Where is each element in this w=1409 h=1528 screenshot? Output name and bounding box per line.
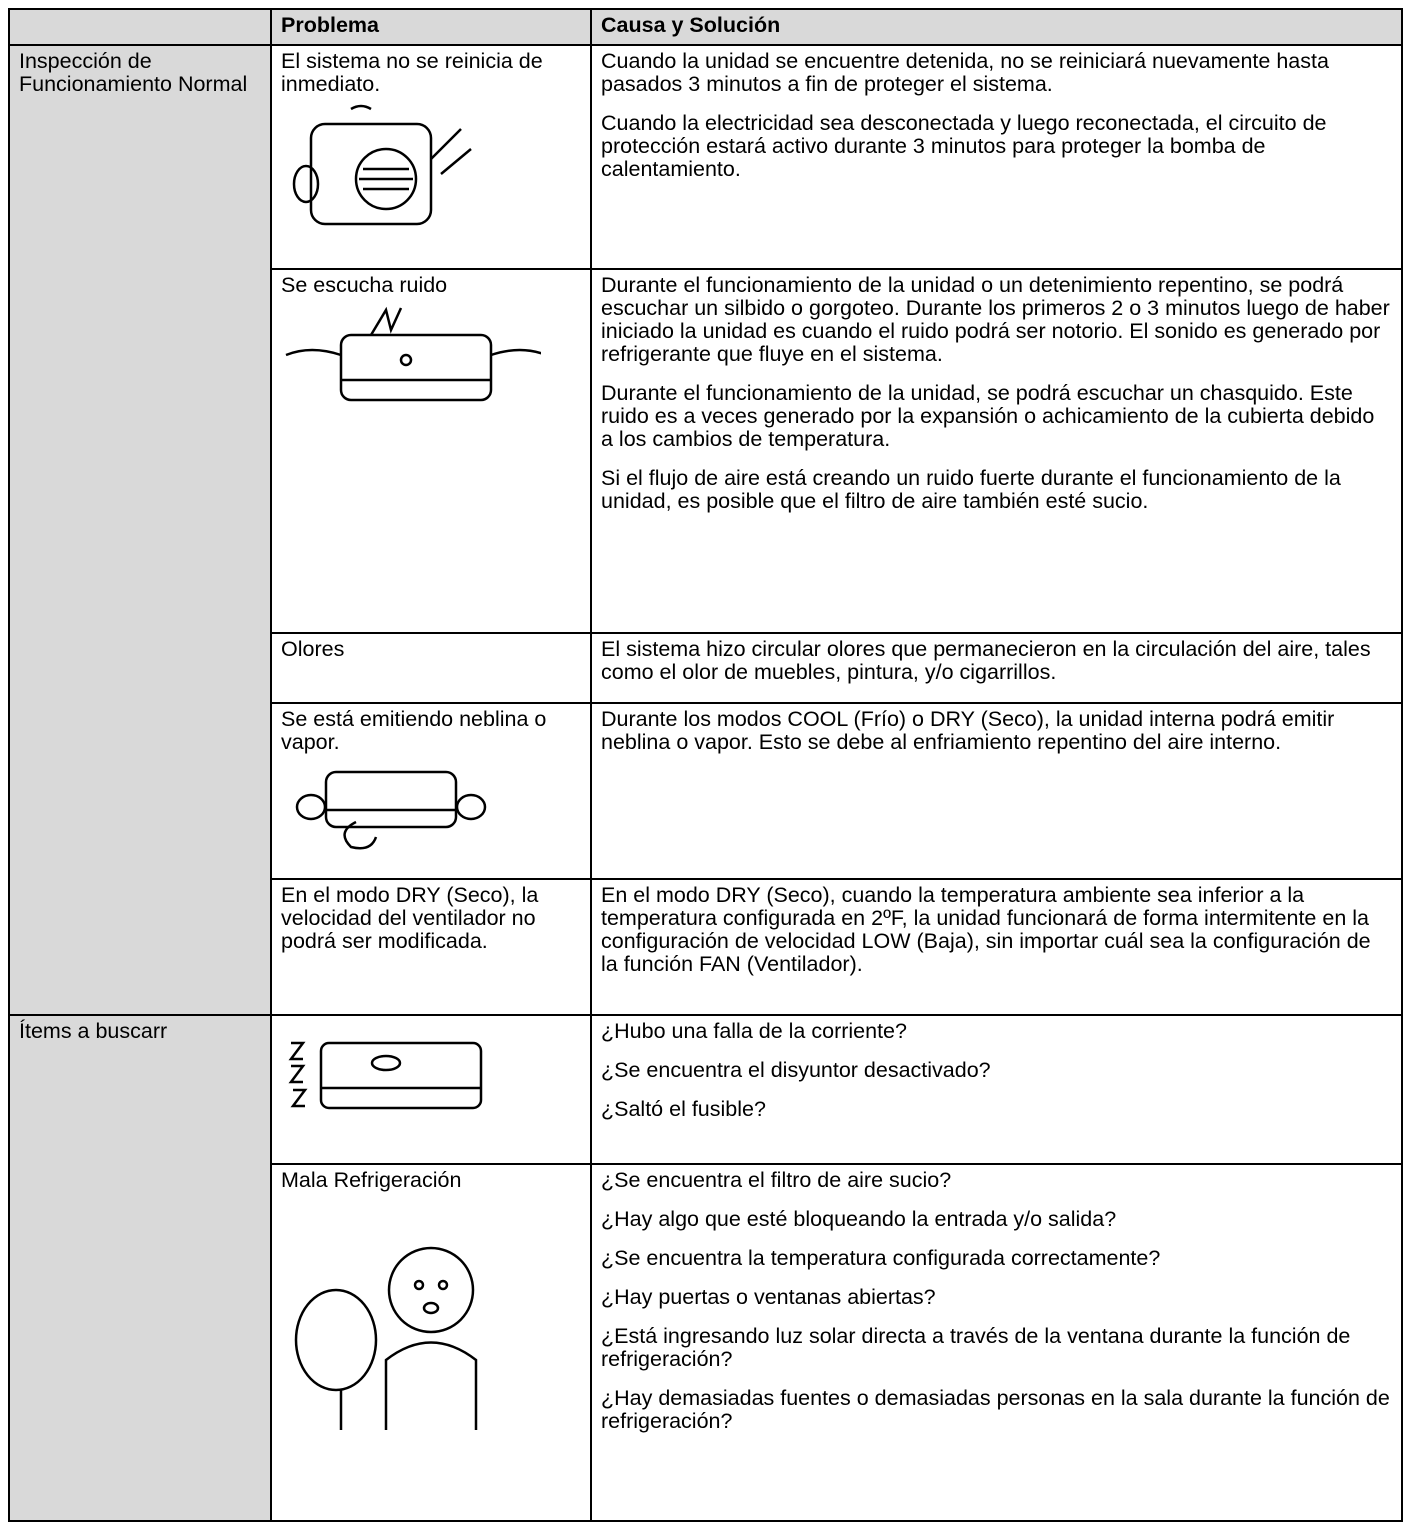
solution: ¿Está ingresando luz solar directa a tra… [601,1324,1351,1371]
problem-cell: Se está emitiendo neblina o vapor. [270,702,592,880]
row: Inspección de Funcionamiento Normal El s… [8,44,1403,1016]
solution: ¿Hay algo que esté bloqueando la entrada… [601,1207,1117,1231]
header-cell: Causa y Solución [590,8,1403,46]
problem-cell: Olores [270,632,592,704]
illustration [294,1246,478,1430]
section-title-text: Inspección de Funcionamiento Normal [19,49,248,96]
solution: Durante el funcionamiento de la unidad, … [601,381,1375,451]
row: Ítems a buscarr ¿Hubo una falla de la co… [8,1014,1403,1522]
row: Se está emitiendo neblina o vapor. Duran… [9,702,1403,880]
solution-cell: Durante el funcionamiento de la unidad o… [590,268,1403,634]
problem-text: En el modo DRY (Seco), la velocidad del … [281,883,539,953]
solution-cell: ¿Se encuentra el filtro de aire sucio? ¿… [590,1163,1403,1522]
solution: ¿Hubo una falla de la corriente? [601,1019,907,1043]
header-cell [8,8,272,46]
solution: ¿Saltó el fusible? [601,1097,766,1121]
section-title-text: Ítems a buscarr [19,1019,168,1043]
solution-cell: Cuando la unidad se encuentre detenida, … [590,44,1403,270]
solution: ¿Se encuentra el filtro de aire sucio? [601,1168,952,1192]
problem-cell: El sistema no se reinicia de inmediato. [270,44,592,270]
problem-cell [270,1014,592,1165]
solution: Cuando la electricidad sea desconectada … [601,111,1327,181]
problem-cell: Se escucha ruido [270,268,592,634]
illustration [292,104,472,226]
solution: Si el flujo de aire está creando un ruid… [601,466,1341,513]
row: En el modo DRY (Seco), la velocidad del … [9,878,1403,1016]
solution: El sistema hizo circular olores que perm… [601,637,1371,684]
row: Olores El sistema hizo circular olores q… [9,632,1403,704]
solution: Durante el funcionamiento de la unidad o… [601,273,1390,366]
header-cell: Problema [270,8,592,46]
header-row: Problema Causa y Solución [8,8,1403,46]
solution: Durante los modos COOL (Frío) o DRY (Sec… [601,707,1335,754]
solution: ¿Se encuentra la temperatura configurada… [601,1246,1161,1270]
illustration [288,1041,483,1110]
problem-cell: En el modo DRY (Seco), la velocidad del … [270,878,592,1016]
section-title: Ítems a buscarr [8,1014,272,1522]
illustration [285,306,541,402]
row: Mala Refrigeración ¿Se encuentra el filt… [9,1163,1403,1522]
solution: Cuando la unidad se encuentre detenida, … [601,49,1329,96]
troubleshooting-table: Problema Causa y Solución Inspección de … [8,8,1403,1522]
solution-cell: En el modo DRY (Seco), cuando la tempera… [590,878,1403,1016]
solution-cell: ¿Hubo una falla de la corriente? ¿Se enc… [590,1014,1403,1165]
problem-text: Olores [281,637,345,661]
problem-text: El sistema no se reinicia de inmediato. [281,49,543,96]
solution: ¿Se encuentra el disyuntor desactivado? [601,1058,991,1082]
problem-cell: Mala Refrigeración [270,1163,592,1522]
row: Se escucha ruido Durante el funcionamien… [9,268,1403,634]
solution: ¿Hay puertas o ventanas abiertas? [601,1285,936,1309]
illustration [295,770,487,850]
problem-text: Se está emitiendo neblina o vapor. [281,707,547,754]
solution: En el modo DRY (Seco), cuando la tempera… [601,883,1371,976]
solution-cell: Durante los modos COOL (Frío) o DRY (Sec… [590,702,1403,880]
problem-text: Mala Refrigeración [281,1168,462,1192]
section-title: Inspección de Funcionamiento Normal [8,44,272,1016]
solution-cell: El sistema hizo circular olores que perm… [590,632,1403,704]
problem-text: Se escucha ruido [281,273,448,297]
solution: ¿Hay demasiadas fuentes o demasiadas per… [601,1386,1390,1433]
